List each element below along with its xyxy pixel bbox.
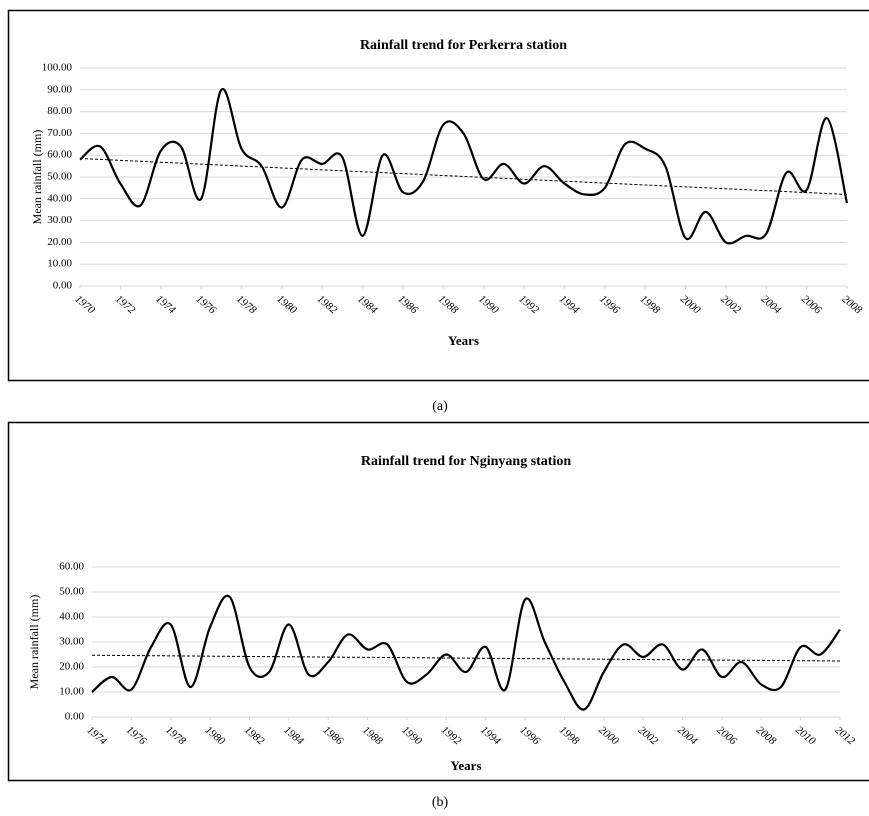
x-tick-label: 1974 bbox=[84, 724, 109, 748]
y-tick-label: 40.00 bbox=[47, 192, 72, 204]
x-tick-label: 1998 bbox=[557, 724, 582, 748]
data-line bbox=[79, 88, 849, 245]
y-tick-label: 60.00 bbox=[59, 561, 84, 573]
y-tick-label: 60.00 bbox=[47, 149, 72, 161]
y-tick-label: 50.00 bbox=[47, 171, 72, 183]
y-tick-label: 40.00 bbox=[59, 611, 84, 623]
y-axis-label: Mean rainfall (mm) bbox=[27, 595, 41, 690]
x-tick-label: 1994 bbox=[478, 724, 503, 748]
x-tick-label: 1998 bbox=[638, 293, 663, 317]
x-tick-label: 1980 bbox=[274, 293, 299, 317]
x-tick-label: 2002 bbox=[636, 724, 661, 748]
chart-title: Rainfall trend for Perkerra station bbox=[360, 38, 567, 53]
x-tick-label: 1990 bbox=[399, 724, 424, 748]
x-tick-label: 1996 bbox=[597, 293, 622, 317]
x-tick-label: 1970 bbox=[72, 293, 97, 317]
x-tick-label: 1976 bbox=[124, 724, 149, 748]
y-tick-label: 10.00 bbox=[47, 258, 72, 270]
caption: (b) bbox=[432, 795, 449, 810]
x-tick-label: 1994 bbox=[557, 293, 582, 317]
x-tick-label: 2002 bbox=[718, 293, 743, 317]
chart-frame bbox=[7, 421, 869, 782]
trend-line bbox=[79, 157, 848, 195]
data-line bbox=[91, 594, 841, 711]
x-tick-label: 1982 bbox=[242, 724, 267, 748]
x-tick-label: 2008 bbox=[754, 724, 779, 748]
y-tick-label: 0.00 bbox=[53, 280, 73, 292]
x-tick-label: 2004 bbox=[759, 293, 784, 317]
x-tick-label: 2008 bbox=[839, 293, 864, 317]
x-tick-label: 1974 bbox=[153, 293, 178, 317]
x-tick-label: 2012 bbox=[832, 724, 857, 748]
x-tick-label: 2004 bbox=[675, 724, 700, 748]
x-tick-label: 1992 bbox=[439, 724, 464, 748]
x-tick-label: 2006 bbox=[799, 293, 824, 317]
y-tick-label: 20.00 bbox=[47, 236, 72, 248]
x-tick-label: 1978 bbox=[163, 724, 188, 748]
x-tick-label: 1984 bbox=[281, 724, 306, 748]
x-tick-label: 1996 bbox=[517, 724, 542, 748]
y-tick-label: 10.00 bbox=[59, 686, 84, 698]
x-axis-label: Years bbox=[448, 333, 479, 348]
y-tick-label: 0.00 bbox=[65, 711, 85, 723]
x-tick-label: 1976 bbox=[194, 293, 219, 317]
x-tick-label: 1984 bbox=[355, 293, 380, 317]
y-tick-label: 100.00 bbox=[42, 62, 73, 74]
x-tick-label: 1988 bbox=[436, 293, 461, 317]
x-tick-label: 1992 bbox=[516, 293, 541, 317]
trend-line bbox=[91, 654, 841, 662]
x-tick-label: 1988 bbox=[360, 724, 385, 748]
y-tick-label: 30.00 bbox=[59, 636, 84, 648]
y-tick-label: 80.00 bbox=[47, 105, 72, 117]
y-tick-label: 30.00 bbox=[47, 214, 72, 226]
x-axis-label: Years bbox=[450, 758, 481, 773]
y-tick-label: 50.00 bbox=[59, 586, 84, 598]
x-tick-label: 2000 bbox=[678, 293, 703, 317]
x-tick-label: 2006 bbox=[714, 724, 739, 748]
x-tick-label: 1990 bbox=[476, 293, 501, 317]
chart-title: Rainfall trend for Nginyang station bbox=[361, 454, 571, 469]
y-tick-label: 90.00 bbox=[47, 83, 72, 95]
y-axis-label: Mean rainfall (mm) bbox=[30, 130, 44, 225]
y-tick-label: 70.00 bbox=[47, 127, 72, 139]
x-tick-label: 1986 bbox=[395, 293, 420, 317]
y-tick-label: 20.00 bbox=[59, 661, 84, 673]
caption: (a) bbox=[432, 399, 448, 414]
x-tick-label: 1982 bbox=[315, 293, 340, 317]
x-tick-label: 1980 bbox=[203, 724, 228, 748]
chart-frame bbox=[7, 9, 869, 382]
x-tick-label: 1978 bbox=[234, 293, 259, 317]
x-tick-label: 2010 bbox=[793, 724, 818, 748]
x-tick-label: 1972 bbox=[113, 293, 138, 317]
x-tick-label: 1986 bbox=[321, 724, 346, 748]
x-tick-label: 2000 bbox=[596, 724, 621, 748]
